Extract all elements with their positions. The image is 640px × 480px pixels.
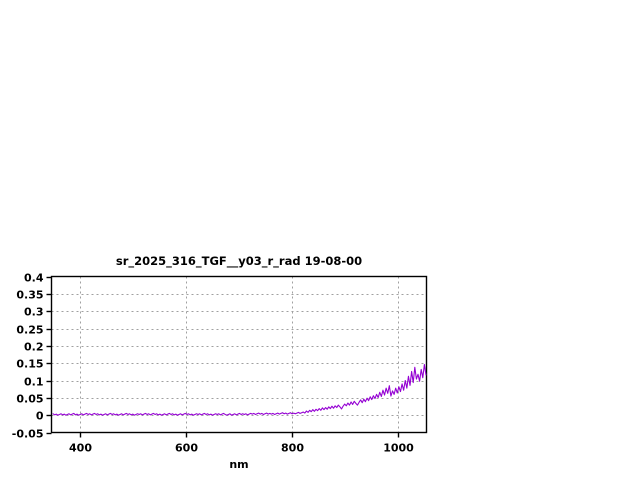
data-line-r-rad (52, 363, 427, 416)
plot-frame (50, 275, 428, 434)
y-tick-label: 0.35 (16, 289, 43, 302)
y-tick-label: 0.3 (24, 306, 44, 319)
y-tick-label: -0.05 (12, 428, 44, 441)
y-tick-label: 0.15 (16, 358, 43, 371)
x-gridlines (80, 276, 399, 433)
y-tick-label: 0.2 (24, 341, 44, 354)
y-axis-ticks (46, 276, 52, 435)
x-tick-labels: 400 600 800 1000 (69, 442, 414, 455)
x-tick-label: 600 (175, 442, 198, 455)
y-tick-label: 0.1 (24, 376, 44, 389)
y-tick-labels: -0.05 0 0.05 0.1 0.15 0.2 0.25 0.3 0.35 0.4 (12, 272, 44, 441)
y-tick-label: 0.4 (24, 272, 44, 285)
x-axis-label: nm (229, 458, 248, 471)
x-tick-label: 400 (69, 442, 92, 455)
y-tick-label: 0 (36, 410, 44, 423)
y-tick-label: 0.25 (16, 324, 43, 337)
x-tick-label: 800 (281, 442, 304, 455)
y-tick-label: 0.05 (16, 393, 43, 406)
data-series-group (52, 363, 427, 416)
chart-title: sr_2025_316_TGF__y03_r_rad 19-08-00 (116, 254, 362, 269)
x-tick-label: 1000 (383, 442, 414, 455)
x-axis-ticks (79, 432, 400, 438)
